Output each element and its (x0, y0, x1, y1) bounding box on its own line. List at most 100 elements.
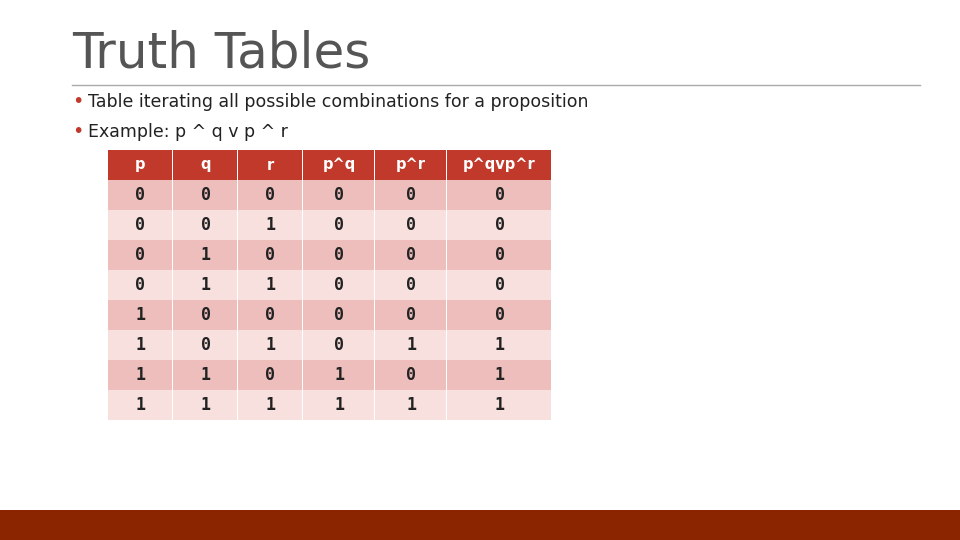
FancyBboxPatch shape (173, 180, 237, 210)
Text: 1: 1 (266, 216, 276, 234)
Text: 0: 0 (135, 216, 146, 234)
Text: 0: 0 (334, 306, 344, 324)
FancyBboxPatch shape (303, 270, 374, 300)
Text: p^r: p^r (396, 158, 426, 172)
FancyBboxPatch shape (173, 360, 237, 390)
FancyBboxPatch shape (303, 180, 374, 210)
FancyBboxPatch shape (375, 180, 446, 210)
FancyBboxPatch shape (238, 240, 302, 270)
FancyBboxPatch shape (238, 300, 302, 330)
FancyBboxPatch shape (238, 270, 302, 300)
FancyBboxPatch shape (375, 360, 446, 390)
FancyBboxPatch shape (447, 240, 551, 270)
Text: 0: 0 (135, 246, 146, 264)
Text: 0: 0 (334, 216, 344, 234)
FancyBboxPatch shape (447, 270, 551, 300)
FancyBboxPatch shape (108, 180, 172, 210)
FancyBboxPatch shape (303, 150, 374, 180)
FancyBboxPatch shape (447, 210, 551, 240)
FancyBboxPatch shape (375, 390, 446, 420)
Text: Truth Tables: Truth Tables (72, 30, 371, 78)
Text: 0: 0 (201, 336, 210, 354)
FancyBboxPatch shape (108, 360, 172, 390)
FancyBboxPatch shape (303, 330, 374, 360)
FancyBboxPatch shape (173, 330, 237, 360)
FancyBboxPatch shape (447, 150, 551, 180)
Text: •: • (72, 92, 84, 111)
FancyBboxPatch shape (238, 360, 302, 390)
Text: 1: 1 (494, 366, 505, 384)
Text: 1: 1 (201, 366, 210, 384)
FancyBboxPatch shape (303, 360, 374, 390)
Text: 1: 1 (334, 396, 344, 414)
Text: 0: 0 (406, 276, 416, 294)
FancyBboxPatch shape (108, 210, 172, 240)
FancyBboxPatch shape (375, 300, 446, 330)
Text: 0: 0 (201, 216, 210, 234)
Text: 1: 1 (201, 396, 210, 414)
Text: 0: 0 (334, 336, 344, 354)
Text: 0: 0 (494, 186, 505, 204)
Text: Example: p ^ q v p ^ r: Example: p ^ q v p ^ r (88, 123, 288, 141)
Text: 0: 0 (201, 186, 210, 204)
Text: 0: 0 (494, 216, 505, 234)
Text: q: q (201, 158, 211, 172)
FancyBboxPatch shape (303, 210, 374, 240)
Text: 1: 1 (135, 396, 146, 414)
FancyBboxPatch shape (303, 390, 374, 420)
Text: 1: 1 (201, 246, 210, 264)
Text: 0: 0 (135, 276, 146, 294)
Text: •: • (72, 122, 84, 141)
FancyBboxPatch shape (375, 210, 446, 240)
Text: 0: 0 (406, 306, 416, 324)
Text: 1: 1 (266, 336, 276, 354)
FancyBboxPatch shape (375, 270, 446, 300)
FancyBboxPatch shape (238, 390, 302, 420)
Text: 1: 1 (135, 306, 146, 324)
FancyBboxPatch shape (447, 390, 551, 420)
FancyBboxPatch shape (108, 300, 172, 330)
FancyBboxPatch shape (238, 150, 302, 180)
Text: 0: 0 (406, 246, 416, 264)
Text: 0: 0 (494, 246, 505, 264)
Text: 0: 0 (201, 306, 210, 324)
Text: 1: 1 (266, 276, 276, 294)
FancyBboxPatch shape (375, 330, 446, 360)
FancyBboxPatch shape (108, 240, 172, 270)
FancyBboxPatch shape (375, 150, 446, 180)
Text: 1: 1 (494, 396, 505, 414)
FancyBboxPatch shape (303, 300, 374, 330)
Text: 1: 1 (266, 396, 276, 414)
Text: 0: 0 (334, 246, 344, 264)
FancyBboxPatch shape (173, 270, 237, 300)
Text: p: p (135, 158, 146, 172)
FancyBboxPatch shape (173, 150, 237, 180)
Text: 1: 1 (334, 366, 344, 384)
FancyBboxPatch shape (108, 270, 172, 300)
Text: 1: 1 (406, 396, 416, 414)
FancyBboxPatch shape (447, 180, 551, 210)
Text: 0: 0 (266, 306, 276, 324)
FancyBboxPatch shape (447, 330, 551, 360)
Text: 0: 0 (494, 276, 505, 294)
Text: 0: 0 (266, 366, 276, 384)
Text: 0: 0 (406, 186, 416, 204)
FancyBboxPatch shape (108, 330, 172, 360)
FancyBboxPatch shape (173, 300, 237, 330)
Text: 0: 0 (494, 306, 505, 324)
FancyBboxPatch shape (173, 210, 237, 240)
Text: 1: 1 (201, 276, 210, 294)
FancyBboxPatch shape (0, 510, 960, 540)
FancyBboxPatch shape (238, 330, 302, 360)
FancyBboxPatch shape (108, 390, 172, 420)
Text: p^q: p^q (323, 158, 355, 172)
Text: 0: 0 (334, 276, 344, 294)
Text: 0: 0 (406, 366, 416, 384)
FancyBboxPatch shape (303, 240, 374, 270)
Text: 1: 1 (406, 336, 416, 354)
Text: 1: 1 (494, 336, 505, 354)
Text: 0: 0 (334, 186, 344, 204)
FancyBboxPatch shape (447, 300, 551, 330)
FancyBboxPatch shape (447, 360, 551, 390)
Text: r: r (267, 158, 275, 172)
